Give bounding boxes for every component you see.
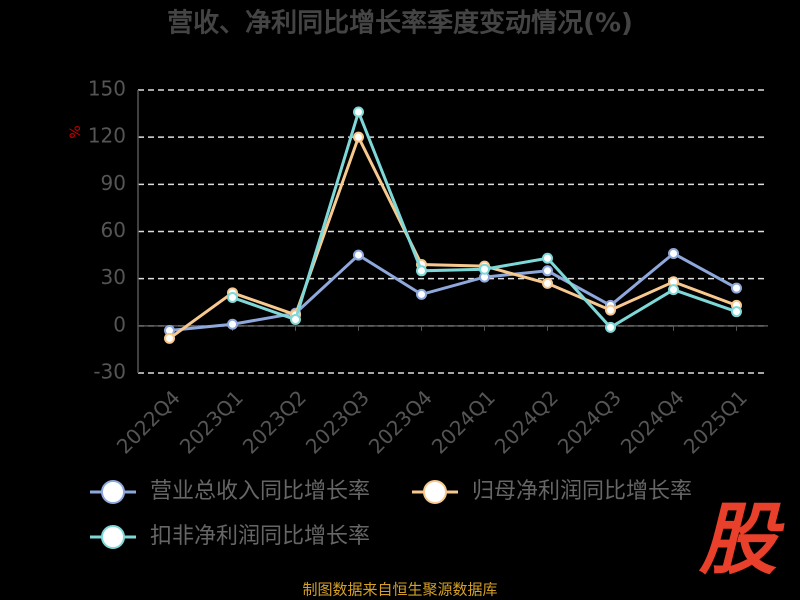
data-point: [164, 332, 175, 344]
data-point: [416, 265, 427, 277]
y-tick-label: 90: [101, 171, 126, 195]
data-point: [605, 304, 616, 316]
x-tick-label: 2024Q4: [616, 385, 689, 458]
data-point: [353, 106, 364, 118]
data-point: [290, 314, 301, 326]
y-unit: %: [68, 125, 84, 138]
legend-label: 营业总收入同比增长率: [150, 479, 370, 504]
x-tick-label: 2024Q3: [553, 385, 626, 458]
data-point: [668, 248, 679, 260]
x-tick-label: 2024Q1: [427, 385, 500, 458]
x-tick-label: 2022Q4: [112, 385, 185, 458]
legend-marker: [101, 525, 125, 549]
y-tick-label: 0: [113, 312, 126, 336]
x-tick-label: 2023Q4: [364, 385, 437, 458]
y-tick-label: 60: [101, 218, 126, 242]
data-point: [416, 288, 427, 300]
legend-label: 归母净利润同比增长率: [472, 479, 692, 504]
data-point: [605, 321, 616, 333]
x-tick-label: 2024Q2: [490, 385, 563, 458]
data-point: [542, 265, 553, 277]
series-line: [169, 251, 738, 333]
x-tick-label: 2023Q1: [175, 385, 248, 458]
data-point: [542, 277, 553, 289]
series-line: [232, 107, 737, 330]
legend-marker: [423, 480, 447, 504]
y-tick-label: -30: [93, 360, 126, 384]
legend-label: 扣非净利润同比增长率: [150, 524, 370, 549]
data-point: [353, 131, 364, 143]
data-point: [731, 306, 742, 318]
x-tick-label: 2025Q1: [679, 385, 752, 458]
y-tick-label: 120: [88, 124, 126, 148]
series-line: [168, 133, 738, 340]
y-tick-label: 150: [88, 77, 126, 101]
source-note: 制图数据来自恒生聚源数据库: [302, 581, 497, 599]
data-point: [668, 284, 679, 296]
data-point: [731, 282, 742, 294]
x-tick-label: 2023Q2: [238, 385, 311, 458]
chart-title: 营收、净利同比增长率季度变动情况(%): [167, 8, 633, 39]
data-point: [227, 292, 238, 304]
data-point: [542, 252, 553, 264]
legend-marker: [101, 480, 125, 504]
logo: 股: [698, 495, 785, 585]
y-tick-label: 30: [101, 265, 126, 289]
data-point: [227, 318, 238, 330]
data-point: [353, 249, 364, 261]
data-point: [479, 263, 490, 275]
x-tick-label: 2023Q3: [301, 385, 374, 458]
